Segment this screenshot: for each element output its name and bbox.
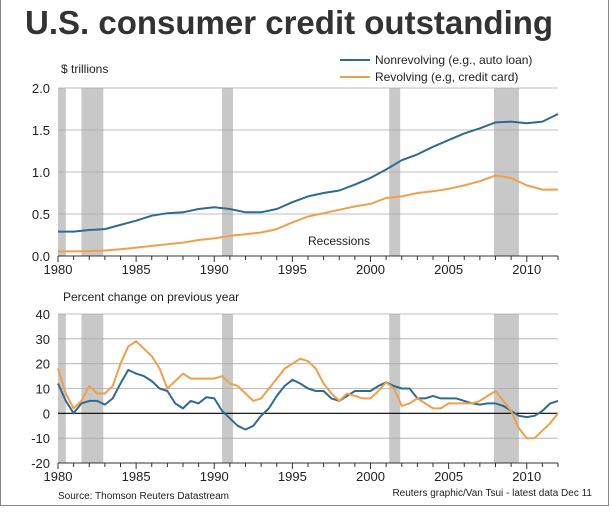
credit-note: Reuters graphic/Van Tsui - latest data D… [392,488,592,499]
x-tick-label: 1995 [278,262,307,277]
chart-canvas: 0.0 0.5 1.0 1.5 2.0 1980 1985 1990 1995 2000 2005 2… [31,53,592,502]
x-tick-label: 1980 [44,469,73,484]
legend-revolving: Revolving (e.g, credit card) [375,70,518,84]
x-tick-label: 1995 [278,469,307,484]
x-tick-label: 2005 [434,469,463,484]
series-line-nonrevolving [57,368,559,431]
y-tick-label: 0.0 [32,249,50,264]
chart-frame: U.S. consumer credit outstanding 0.0 0.5 1… [0,0,609,506]
y-tick-label: 2.0 [32,81,50,96]
bottom-chart: -20 -10 0 10 20 30 40 1980 1985 1990 1995 2000 2005 2… [31,307,559,484]
y-tick-label: 30 [36,332,50,347]
x-tick-label: 1985 [122,469,151,484]
y-tick-label: -20 [31,456,50,471]
source-note: Source: Thomson Reuters Datastream [58,491,229,502]
y-tick-label: 1.5 [32,123,50,138]
x-tick-label: 1990 [200,469,229,484]
x-tick-label: 2010 [512,262,541,277]
y-tick-label: 10 [36,382,50,397]
x-tick-label: 2000 [356,469,385,484]
y-tick-label: 40 [36,307,50,322]
legend-nonrevolving: Nonrevolving (e.g., auto loan) [375,53,532,67]
x-tick-label: 2005 [434,262,463,277]
y-tick-label: -10 [31,431,50,446]
bottom-ylabel: Percent change on previous year [63,290,239,304]
x-tick-label: 2010 [512,469,541,484]
y-tick-label: 0 [43,406,50,421]
recessions-annotation: Recessions [308,234,370,248]
y-tick-label: 20 [36,357,50,372]
series-line-revolving [57,340,559,440]
y-tick-label: 1.0 [32,165,50,180]
y-tick-label: 0.5 [32,207,50,222]
top-chart: 0.0 0.5 1.0 1.5 2.0 1980 1985 1990 1995 2000 2005 2… [32,81,559,277]
x-tick-label: 1990 [200,262,229,277]
series-line-nonrevolving [58,113,559,233]
chart-title: U.S. consumer credit outstanding [25,4,554,41]
x-tick-label: 1980 [44,262,73,277]
x-tick-label: 1985 [122,262,151,277]
x-tick-label: 2000 [356,262,385,277]
top-ylabel: $ trillions [61,62,108,76]
series-line-revolving [58,174,558,253]
